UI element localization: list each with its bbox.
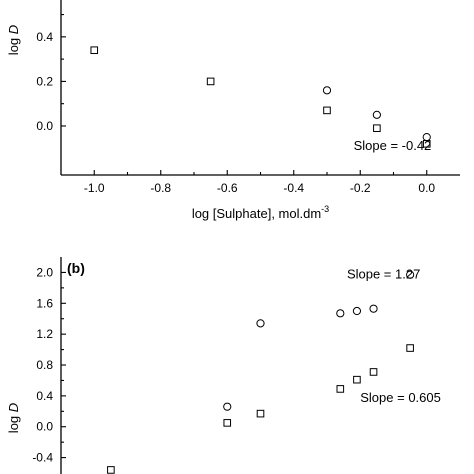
y-axis-title: log D [6,25,21,55]
circle-data-point [369,304,378,313]
y-axis-title-variable: D [6,403,21,412]
square-data-point [223,419,232,427]
x-axis-title-main: log [Sulphate], mol.dm [192,206,321,221]
y-tick-label: 1.6 [36,296,53,310]
square-data-point [323,106,331,115]
square-data-point [256,409,265,418]
y-tick-label: 0.2 [36,74,53,88]
square-data-point [90,46,99,55]
circle-data-point [223,402,232,411]
square-data-point [206,77,215,86]
x-tick-label: -0.6 [217,181,238,195]
panel-b-chart: 2.0 1.6 1.2 0.8 0.4 0.0 -0.4 log D (b) Slope = 1.… [6,257,441,474]
circle-data-point [406,270,415,279]
square-data-point [406,344,414,352]
slope-annotation: Slope = 0.605 [360,390,441,405]
square-data-point [336,385,345,393]
y-tick-label: 0.4 [36,389,53,403]
slope-annotation: Slope = -0.42 [354,138,432,153]
panel-a-chart: -1.0 -0.8 -0.6 -0.4 -0.2 0.0 log [Sulphate], m… [6,0,460,221]
x-axis-title-superscript: -3 [321,204,329,214]
square-data-point [373,124,381,133]
y-tick-label: -0.4 [32,451,53,465]
square-data-point [369,368,378,376]
panel-label: (b) [67,260,85,276]
x-axis-title: log [Sulphate], mol.dm-3 [192,204,329,221]
y-tick-label: 0.8 [36,358,53,372]
y-tick-label: 0.0 [36,119,53,133]
y-tick-label: 1.2 [36,327,53,341]
y-axis-title-prefix: log [6,412,21,433]
y-tick-label: 0.4 [36,30,53,44]
square-data-point [353,375,361,384]
circle-data-point [322,86,332,95]
y-axis-title-variable: D [6,25,21,34]
square-data-point [107,466,115,474]
y-axis-title: log D [6,403,21,433]
slope-annotation: Slope = 1.27 [347,267,420,282]
y-tick-label: 0.0 [36,420,53,434]
circle-data-point [352,306,362,316]
x-tick-label: -1.0 [84,181,105,195]
y-axis-title-prefix: log [6,34,21,55]
circle-data-point [372,110,381,119]
square-data-point [422,140,431,148]
x-tick-label: -0.8 [150,181,171,195]
x-tick-label: 0.0 [418,181,435,195]
y-tick-label: 2.0 [36,265,53,279]
x-tick-label: -0.2 [350,181,371,195]
circle-data-point [256,319,265,328]
x-tick-label: -0.4 [283,181,304,195]
circle-data-point [336,309,345,318]
